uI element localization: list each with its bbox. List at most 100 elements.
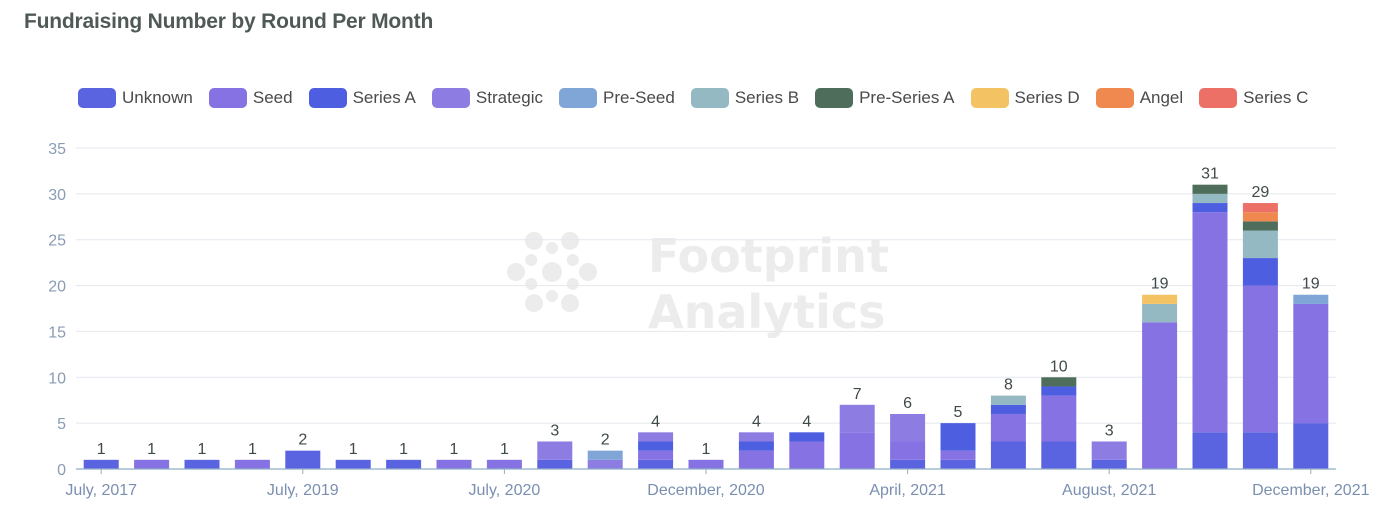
- bar-segment-seed[interactable]: [134, 459, 170, 469]
- bar-segment-pre-series-a[interactable]: [1242, 221, 1278, 231]
- legend-item-series-c[interactable]: Series C: [1199, 88, 1308, 108]
- bar-segment-unknown[interactable]: [1242, 432, 1278, 469]
- bar-segment-series-a[interactable]: [789, 432, 825, 442]
- legend-item-series-a[interactable]: Series A: [308, 88, 416, 108]
- bar-segment-seed[interactable]: [1192, 212, 1228, 433]
- legend-item-angel[interactable]: Angel: [1095, 88, 1184, 108]
- x-tick-label: July, 2017: [65, 482, 137, 499]
- bar-segment-strategic[interactable]: [1091, 441, 1127, 460]
- bar-segment-seed[interactable]: [688, 459, 724, 469]
- bar-segment-seed[interactable]: [436, 459, 472, 469]
- bar-segment-pre-seed[interactable]: [587, 450, 623, 460]
- bar-segment-seed[interactable]: [890, 441, 926, 460]
- chart-title: Fundraising Number by Round Per Month: [24, 10, 434, 33]
- x-tick-label: December, 2020: [647, 482, 765, 499]
- legend-item-series-d[interactable]: Series D: [970, 88, 1080, 108]
- bar-total-label: 29: [1252, 184, 1270, 201]
- bar-segment-seed[interactable]: [1142, 322, 1178, 469]
- bar-segment-unknown[interactable]: [940, 459, 976, 469]
- bar-segment-unknown[interactable]: [1293, 423, 1329, 469]
- bar-segment-unknown[interactable]: [890, 459, 926, 469]
- bar-segment-seed[interactable]: [940, 450, 976, 460]
- bar-segment-seed[interactable]: [738, 450, 774, 469]
- bar-total-label: 31: [1201, 166, 1219, 183]
- bar-total-label: 10: [1050, 358, 1068, 375]
- legend-item-seed[interactable]: Seed: [208, 88, 293, 108]
- legend-swatch: [558, 88, 597, 108]
- bar-segment-unknown[interactable]: [537, 459, 573, 469]
- bar-segment-strategic[interactable]: [537, 441, 573, 460]
- bar-segment-series-a[interactable]: [940, 423, 976, 451]
- bar-segment-unknown[interactable]: [1041, 441, 1077, 469]
- bar-segment-seed[interactable]: [638, 450, 674, 460]
- bar-segment-series-a[interactable]: [1242, 258, 1278, 286]
- bar-segment-series-b[interactable]: [1242, 230, 1278, 259]
- bar-segment-strategic[interactable]: [638, 432, 674, 442]
- bar-segment-pre-series-a[interactable]: [1192, 184, 1228, 194]
- legend-item-pre-seed[interactable]: Pre-Seed: [558, 88, 675, 108]
- bar-segment-strategic[interactable]: [839, 404, 875, 433]
- bar-segment-strategic[interactable]: [587, 459, 623, 469]
- legend-label: Unknown: [122, 88, 193, 107]
- legend-item-pre-series-a[interactable]: Pre-Series A: [815, 88, 955, 108]
- bar-segment-unknown[interactable]: [638, 459, 674, 469]
- y-tick-label: 15: [48, 324, 66, 341]
- legend-item-strategic[interactable]: Strategic: [431, 88, 543, 108]
- bar-segment-seed[interactable]: [1242, 285, 1278, 433]
- bar-total-label: 1: [399, 441, 408, 458]
- bar-segment-series-a[interactable]: [738, 441, 774, 451]
- bar-segment-unknown[interactable]: [386, 459, 422, 469]
- bar-segment-seed[interactable]: [486, 459, 522, 469]
- bar-total-label: 1: [198, 441, 207, 458]
- y-tick-label: 25: [48, 233, 66, 250]
- bar-segment-unknown[interactable]: [335, 459, 371, 469]
- legend-swatch: [1095, 88, 1134, 108]
- bar-segment-series-c[interactable]: [1242, 203, 1278, 213]
- bar-segment-series-b[interactable]: [990, 395, 1026, 405]
- bar-segment-strategic[interactable]: [738, 432, 774, 442]
- legend-swatch: [690, 88, 729, 108]
- legend-label: Angel: [1139, 88, 1184, 107]
- bar-total-label: 4: [802, 413, 811, 430]
- bar-segment-seed[interactable]: [1041, 395, 1077, 442]
- chart-data-labels: 1 1 1 1 2 1 1 1 1 3 2 4 1 4 4 7 6 5 8 10 3 19 31 29 19: [97, 166, 1320, 458]
- bar-segment-seed[interactable]: [839, 432, 875, 469]
- legend-label: Series C: [1243, 88, 1309, 107]
- bar-segment-seed[interactable]: [990, 413, 1026, 442]
- bar-segment-unknown[interactable]: [184, 459, 220, 469]
- bar-segment-series-b[interactable]: [1192, 193, 1228, 204]
- bar-total-label: 2: [298, 432, 307, 449]
- bar-segment-series-a[interactable]: [1192, 203, 1228, 213]
- legend-label: Series D: [1014, 88, 1080, 107]
- bar-segment-unknown[interactable]: [1192, 432, 1228, 469]
- legend-swatch: [431, 88, 470, 108]
- bar-segment-series-a[interactable]: [638, 441, 674, 451]
- bar-segment-strategic[interactable]: [890, 413, 926, 442]
- bar-segment-pre-seed[interactable]: [1293, 294, 1329, 304]
- bar-segment-series-a[interactable]: [990, 404, 1026, 414]
- watermark-text-2: Analytics: [648, 285, 886, 339]
- bar-segment-series-d[interactable]: [1142, 294, 1178, 304]
- bar-segment-series-a[interactable]: [1041, 386, 1077, 396]
- bar-total-label: 1: [97, 441, 106, 458]
- bar-segment-series-b[interactable]: [1142, 303, 1178, 323]
- bar-segment-unknown[interactable]: [285, 450, 321, 469]
- bar-segment-seed[interactable]: [234, 459, 270, 469]
- legend-swatch: [208, 88, 247, 108]
- bar-segment-angel[interactable]: [1242, 212, 1278, 222]
- bar-total-label: 2: [601, 432, 610, 449]
- legend-item-series-b[interactable]: Series B: [690, 88, 799, 108]
- bar-segment-unknown[interactable]: [990, 441, 1026, 469]
- bar-segment-unknown[interactable]: [83, 459, 119, 469]
- bar-segment-unknown[interactable]: [1091, 459, 1127, 469]
- legend-swatch: [1199, 88, 1238, 108]
- legend-label: Pre-Seed: [602, 88, 675, 107]
- bar-segment-seed[interactable]: [789, 441, 825, 469]
- bar-segment-seed[interactable]: [1293, 303, 1329, 424]
- bar-total-label: 4: [651, 413, 660, 430]
- legend-item-unknown[interactable]: Unknown: [78, 88, 193, 108]
- legend-label: Series A: [352, 88, 416, 107]
- bar-segment-pre-series-a[interactable]: [1041, 377, 1077, 387]
